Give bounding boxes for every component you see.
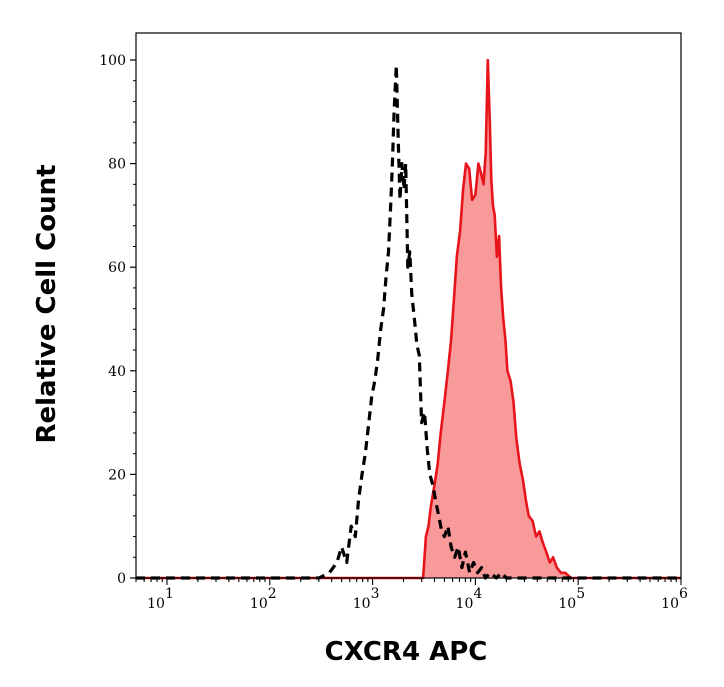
axes-layer [130,32,682,585]
series-layer [136,58,681,580]
y-tick-label: 80 [108,157,126,173]
x-tick-label: 10 [147,596,165,612]
plot-frame [135,32,682,579]
y-tick-label: 0 [117,571,126,587]
x-tick-exponent: 2 [268,586,277,602]
series-dashed-line [136,63,681,580]
x-axis-title: CXCR4 APC [325,637,488,667]
x-tick-label: 10 [353,596,371,612]
y-tick-label: 100 [99,53,126,69]
y-tick-label: 20 [108,467,126,483]
x-tick-label: 10 [661,596,679,612]
x-tick-exponent: 5 [576,586,585,602]
y-axis-title: Relative Cell Count [32,164,62,443]
series-area-outline [136,58,681,580]
x-tick-label: 10 [250,596,268,612]
x-tick-label: 10 [456,596,474,612]
x-tick-exponent: 4 [473,586,482,602]
series-area-fill [136,60,681,578]
y-tick-label: 40 [108,364,126,380]
x-tick-exponent: 3 [371,586,380,602]
x-tick-exponent: 1 [165,586,174,602]
y-tick-label: 60 [108,260,126,276]
x-tick-label: 10 [558,596,576,612]
x-tick-exponent: 6 [679,586,688,602]
